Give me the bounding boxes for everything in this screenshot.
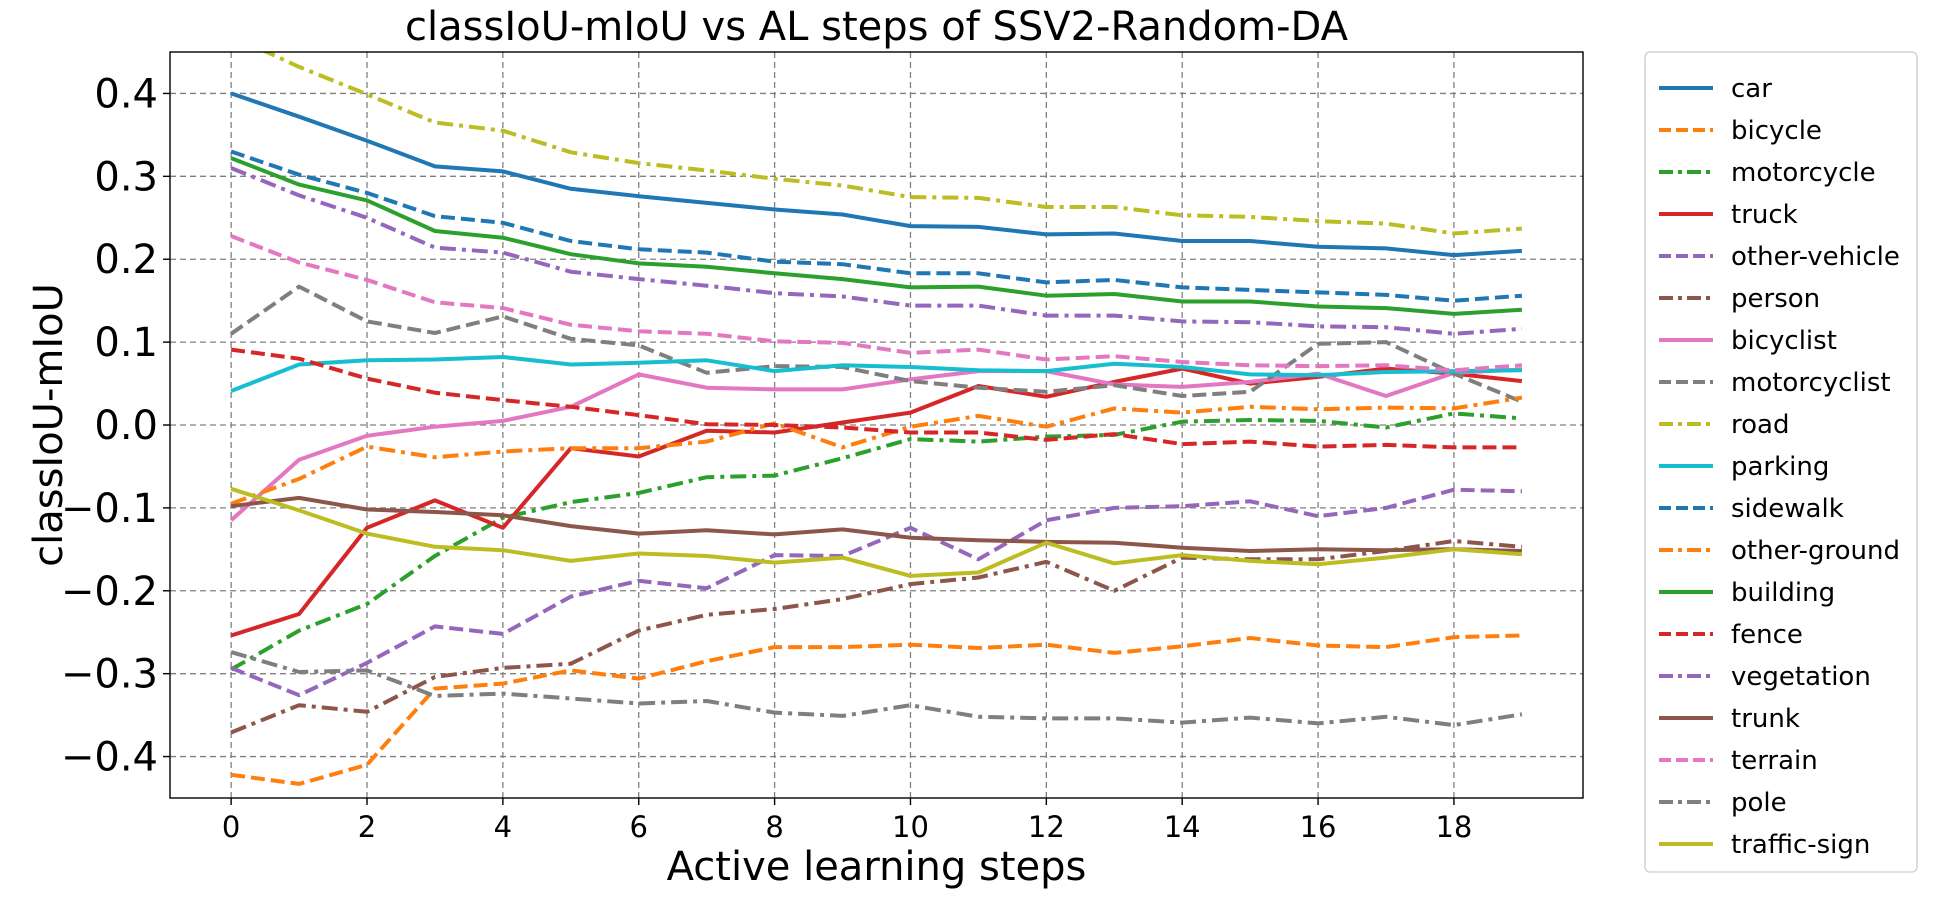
x-tick-label: 8 bbox=[765, 810, 783, 844]
series-line-other-ground bbox=[230, 395, 1523, 506]
legend-label-fence: fence bbox=[1731, 620, 1803, 650]
series-line-sidewalk bbox=[230, 149, 1523, 303]
series-line-motorcycle bbox=[230, 411, 1523, 672]
series-line-fence bbox=[230, 347, 1522, 450]
x-tick-label: 10 bbox=[892, 810, 929, 844]
legend-label-parking: parking bbox=[1731, 452, 1829, 482]
series-line-terrain bbox=[230, 234, 1523, 373]
series-line-person bbox=[230, 539, 1523, 735]
x-axis-label: Active learning steps bbox=[667, 844, 1087, 890]
legend-label-person: person bbox=[1731, 284, 1820, 314]
legend-label-car: car bbox=[1731, 74, 1772, 104]
x-tick-label: 6 bbox=[630, 810, 648, 844]
series-line-pole bbox=[230, 650, 1523, 728]
legend-label-road: road bbox=[1731, 410, 1789, 440]
y-axis-label: classIoU-mIoU bbox=[26, 283, 72, 567]
series-lines bbox=[229, 52, 1523, 786]
x-tick-label: 14 bbox=[1164, 810, 1201, 844]
y-tick-label: 0.4 bbox=[94, 71, 158, 117]
series-line-building bbox=[230, 156, 1523, 316]
legend-label-traffic-sign: traffic-sign bbox=[1731, 830, 1870, 860]
series-line-traffic-sign bbox=[230, 486, 1523, 578]
legend-label-terrain: terrain bbox=[1731, 746, 1818, 776]
x-tick-label: 18 bbox=[1435, 810, 1472, 844]
legend-label-motorcyclist: motorcyclist bbox=[1731, 368, 1891, 398]
y-tick-label: −0.1 bbox=[61, 486, 158, 532]
legend-label-vegetation: vegetation bbox=[1731, 662, 1871, 692]
legend-label-sidewalk: sidewalk bbox=[1731, 494, 1844, 524]
series-line-vegetation bbox=[230, 166, 1523, 336]
y-tick-label: 0.2 bbox=[94, 237, 158, 283]
series-line-road bbox=[262, 52, 1523, 236]
legend-label-building: building bbox=[1731, 578, 1835, 608]
legend-label-motorcycle: motorcycle bbox=[1731, 158, 1876, 188]
x-tick-label: 4 bbox=[494, 810, 512, 844]
legend-label-trunk: trunk bbox=[1731, 704, 1800, 734]
legend-label-other-ground: other-ground bbox=[1731, 536, 1900, 566]
y-tick-label: −0.2 bbox=[61, 569, 158, 615]
series-line-motorcyclist bbox=[229, 284, 1523, 404]
x-tick-label: 16 bbox=[1300, 810, 1337, 844]
y-tick-label: 0.1 bbox=[94, 320, 158, 366]
y-tick-label: 0.0 bbox=[94, 403, 158, 449]
x-tick-label: 12 bbox=[1028, 810, 1065, 844]
legend-label-truck: truck bbox=[1731, 200, 1798, 230]
legend-label-other-vehicle: other-vehicle bbox=[1731, 242, 1900, 272]
series-line-truck bbox=[230, 366, 1523, 638]
legend-label-bicyclist: bicyclist bbox=[1731, 326, 1837, 356]
axis-ticks: 0 2 4 6 8 10 12 14 16 18 0.4 0.3 0.2 0.1 0.0 −0.1 −0.2 −0… bbox=[61, 71, 1473, 844]
legend: car bicycle motorcycle truck other-vehicle pe… bbox=[1644, 51, 1918, 873]
series-line-other-vehicle bbox=[230, 487, 1522, 698]
x-tick-label: 0 bbox=[222, 810, 240, 844]
legend-label-pole: pole bbox=[1731, 788, 1787, 818]
y-tick-label: −0.4 bbox=[61, 735, 158, 781]
series-line-bicycle bbox=[230, 633, 1522, 786]
legend-label-bicycle: bicycle bbox=[1731, 116, 1822, 146]
series-line-trunk bbox=[230, 495, 1522, 553]
chart-title: classIoU-mIoU vs AL steps of SSV2-Random… bbox=[405, 4, 1349, 50]
x-tick-label: 2 bbox=[358, 810, 376, 844]
series-line-parking bbox=[230, 355, 1522, 393]
y-tick-label: 0.3 bbox=[94, 154, 158, 200]
grid-lines bbox=[170, 52, 1583, 798]
y-tick-label: −0.3 bbox=[61, 652, 158, 698]
series-line-car bbox=[230, 91, 1523, 258]
